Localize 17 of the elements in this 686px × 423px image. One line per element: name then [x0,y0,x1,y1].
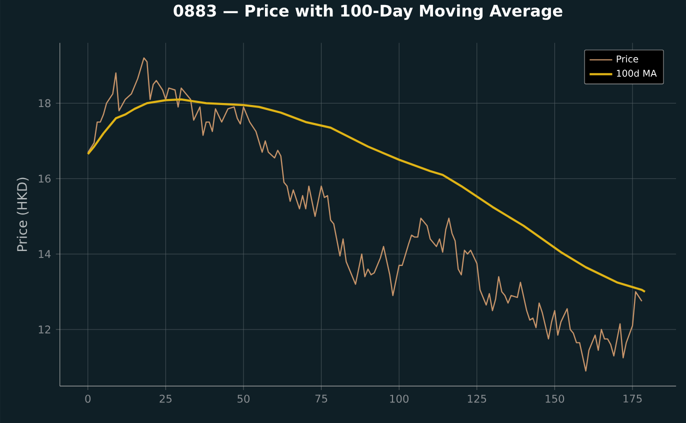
legend-label: 100d MA [616,70,657,77]
x-tick-label: 50 [238,394,250,403]
legend-label: Price [616,55,638,62]
x-tick-label: 0 [85,394,91,403]
x-tick-label: 100 [390,394,409,403]
x-tick-label: 125 [468,394,486,403]
x-tick-label: 150 [546,394,564,403]
line-series [86,98,646,293]
y-axis-title: Price (HKD) [16,178,29,251]
x-tick-label: 25 [160,394,172,403]
chart-title: 0883 — Price with 100-Day Moving Average [174,4,562,20]
y-tick-label: 16 [38,174,51,183]
x-tick-label: 175 [624,394,642,403]
y-tick-label: 18 [38,99,50,108]
y-tick-label: 14 [38,250,51,258]
y-tick-label: 12 [38,325,50,334]
x-tick-label: 75 [315,394,328,403]
